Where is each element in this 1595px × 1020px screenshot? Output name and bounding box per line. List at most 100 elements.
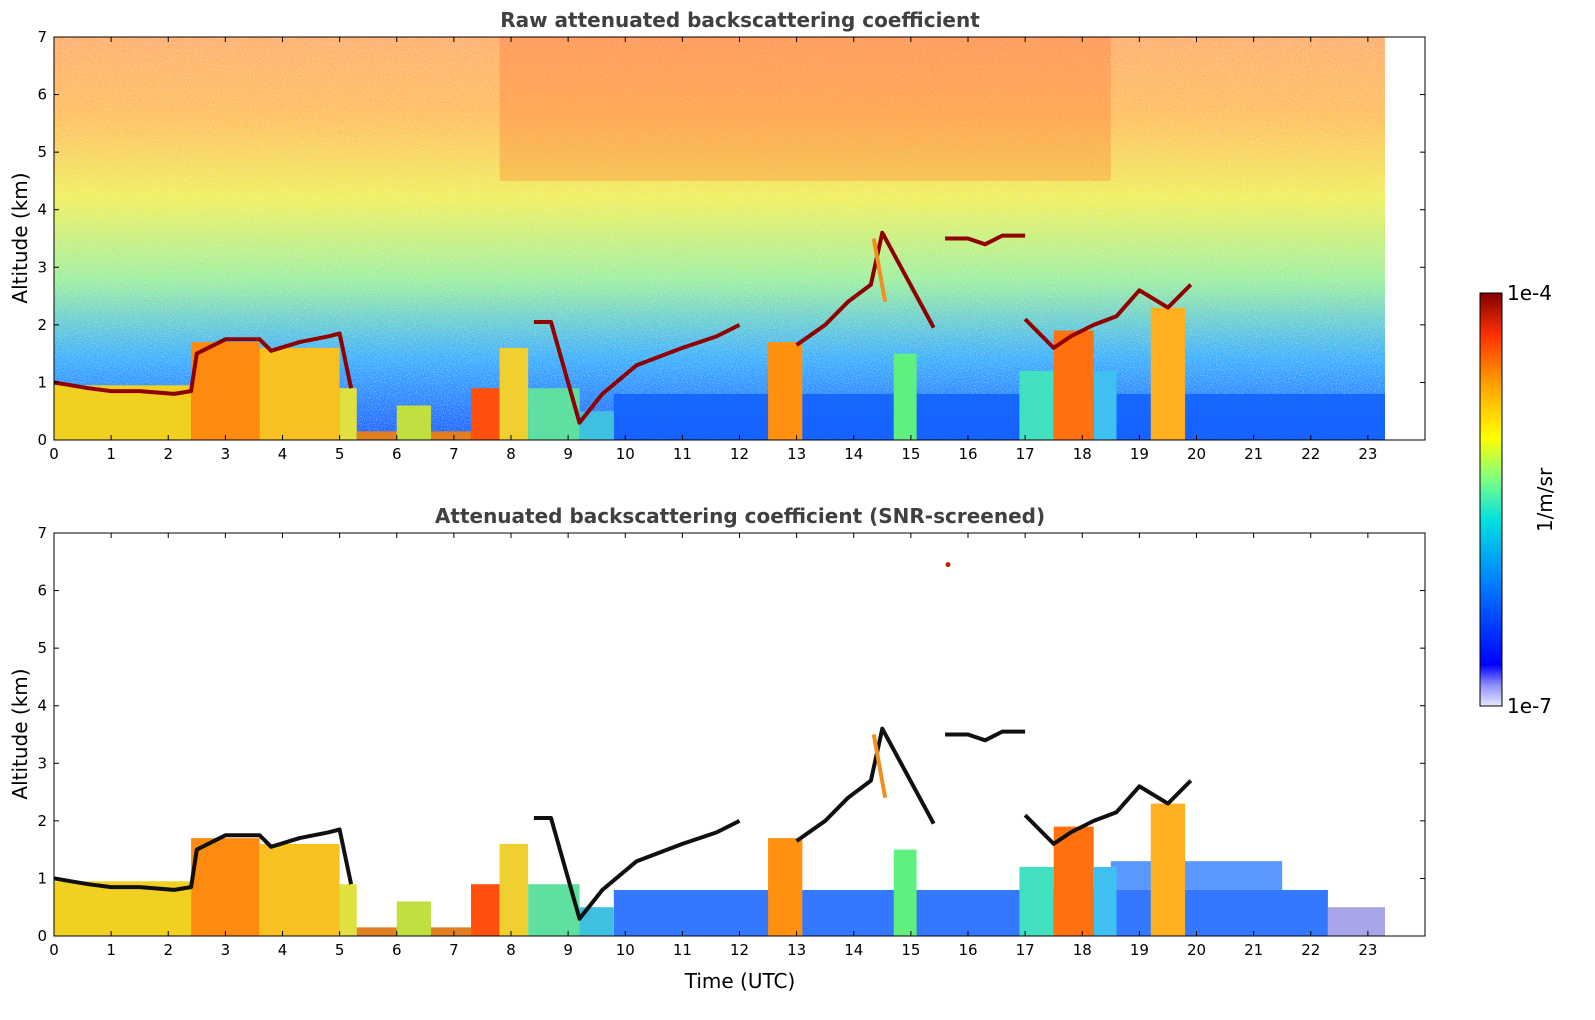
x-tick-label: 17 (1016, 941, 1035, 959)
x-tick-label: 2 (163, 445, 173, 463)
y-tick-label: 5 (37, 143, 47, 161)
aerosol-block (1053, 330, 1094, 440)
x-tick-label: 16 (958, 941, 977, 959)
y-tick-label: 6 (37, 582, 47, 600)
x-tick-label: 19 (1130, 445, 1149, 463)
cloud-layer-trace (1023, 779, 1193, 846)
aerosol-block (396, 901, 432, 936)
x-tick-label: 10 (616, 941, 635, 959)
x-tick-label: 22 (1301, 941, 1320, 959)
x-tick-label: 11 (673, 445, 692, 463)
aerosol-block (259, 843, 340, 936)
y-tick-label: 4 (37, 697, 47, 715)
y-tick-label: 3 (37, 754, 47, 772)
snr-screened-panel: Attenuated backscattering coefficient (S… (8, 504, 1426, 993)
x-tick-label: 6 (392, 941, 402, 959)
aerosol-block (339, 884, 357, 936)
aerosol-block (1150, 307, 1186, 440)
y-tick-label: 0 (37, 431, 47, 449)
y-axis-label: Altitude (km) (8, 172, 32, 303)
aerosol-block (1019, 370, 1054, 440)
colorbar-gradient (1479, 292, 1503, 707)
virga-streak (871, 238, 888, 303)
x-tick-label: 14 (844, 941, 863, 959)
aerosol-block (471, 884, 500, 936)
x-tick-label: 15 (901, 445, 920, 463)
aerosol-block (1053, 826, 1094, 936)
x-tick-label: 7 (449, 941, 459, 959)
x-tick-label: 5 (335, 445, 345, 463)
aerosol-block (499, 347, 529, 440)
y-tick-label: 0 (37, 927, 47, 945)
aerosol-block (499, 843, 529, 936)
x-tick-label: 16 (958, 445, 977, 463)
x-tick-label: 5 (335, 941, 345, 959)
heatmap-area: 0 1 2 3 4 5 6 7 8 9 10 11 12 13 14 15 16 17 18 19 20 21 22 2301… (37, 524, 1426, 959)
x-tick-label: 23 (1358, 941, 1377, 959)
x-tick-label: 17 (1016, 445, 1035, 463)
surface-blue-region (613, 889, 1328, 936)
x-tick-label: 3 (221, 445, 231, 463)
colorbar-min-label: 1e-7 (1507, 694, 1552, 718)
x-tick-label: 22 (1301, 445, 1320, 463)
heatmap-cells (54, 562, 1386, 936)
cloud-layer-trace (54, 331, 354, 396)
cloud-layer-trace (795, 726, 936, 843)
heatmap-area: 0 1 2 3 4 5 6 7 8 9 10 11 12 13 14 15 16 17 18 19 20 21 22 2301… (37, 28, 1426, 463)
cloud-layer-trace (1023, 283, 1193, 350)
x-tick-label: 21 (1244, 445, 1263, 463)
x-tick-label: 20 (1187, 941, 1206, 959)
x-tick-label: 21 (1244, 941, 1263, 959)
y-tick-label: 1 (37, 869, 47, 887)
aerosol-block (1019, 866, 1054, 936)
aerosol-block (191, 342, 260, 440)
x-axis-label: Time (UTC) (684, 969, 796, 993)
y-tick-label: 2 (37, 812, 47, 830)
evening-blue-layer (1110, 861, 1283, 890)
y-axis-label: Altitude (km) (8, 668, 32, 799)
x-tick-label: 19 (1130, 941, 1149, 959)
x-tick-label: 8 (506, 941, 516, 959)
x-tick-label: 14 (844, 445, 863, 463)
surface-blue-region (613, 393, 1386, 440)
colorbar-unit-label: 1/m/sr (1533, 467, 1557, 532)
cloud-layer-trace (54, 827, 354, 892)
x-tick-label: 11 (673, 941, 692, 959)
aerosol-block (1150, 803, 1186, 936)
aerosol-block (768, 838, 803, 936)
panel-title: Raw attenuated backscattering coefficien… (500, 8, 980, 32)
y-tick-label: 6 (37, 86, 47, 104)
x-tick-label: 0 (49, 941, 59, 959)
cloud-layer-trace (945, 729, 1026, 743)
x-tick-label: 18 (1073, 445, 1092, 463)
y-tick-label: 7 (37, 28, 47, 46)
aerosol-block (191, 838, 260, 936)
y-tick-label: 1 (37, 373, 47, 391)
cloud-layer-trace (945, 233, 1026, 247)
x-tick-label: 6 (392, 445, 402, 463)
y-tick-label: 5 (37, 639, 47, 657)
x-tick-label: 2 (163, 941, 173, 959)
x-tick-label: 8 (506, 445, 516, 463)
x-tick-label: 12 (730, 445, 749, 463)
aerosol-block (893, 353, 917, 440)
x-tick-label: 13 (787, 445, 806, 463)
aerosol-block (893, 849, 917, 936)
x-tick-label: 13 (787, 941, 806, 959)
x-tick-label: 9 (563, 445, 573, 463)
aerosol-block (471, 388, 500, 440)
x-tick-label: 15 (901, 941, 920, 959)
aerosol-block (1093, 370, 1117, 440)
x-tick-label: 1 (106, 941, 116, 959)
aerosol-block (768, 342, 803, 440)
y-tick-label: 4 (37, 201, 47, 219)
aerosol-block (339, 388, 357, 440)
x-tick-label: 7 (449, 445, 459, 463)
cloud-layer-trace (795, 230, 936, 347)
x-tick-label: 18 (1073, 941, 1092, 959)
aerosol-block (396, 405, 432, 440)
x-tick-label: 12 (730, 941, 749, 959)
isolated-pixel (945, 562, 951, 568)
x-tick-label: 3 (221, 941, 231, 959)
